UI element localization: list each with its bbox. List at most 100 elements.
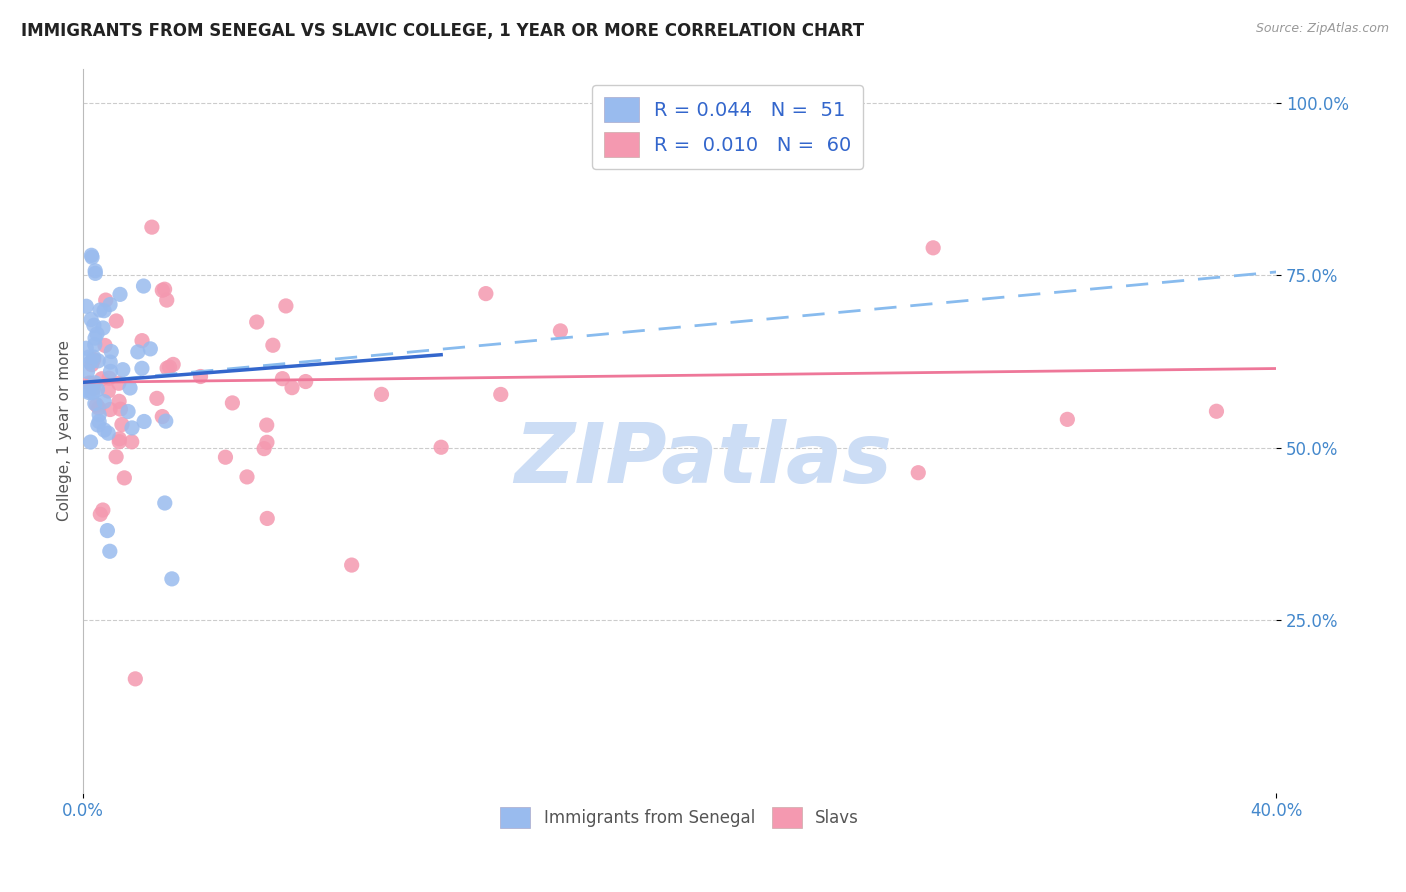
Point: [111, 417, 134, 432]
Point: [131, 361, 153, 376]
Point: [190, 369, 212, 384]
Point: [155, 414, 177, 428]
Point: [489, 387, 512, 401]
Point: [131, 334, 153, 348]
Point: [93, 303, 115, 318]
Point: [80, 358, 103, 372]
Point: [256, 418, 278, 433]
Point: [89, 303, 111, 318]
Point: [75, 299, 97, 313]
Point: [1205, 404, 1227, 418]
Point: [98, 402, 121, 417]
Point: [90, 372, 112, 386]
Point: [221, 396, 243, 410]
Point: [83, 396, 105, 410]
Point: [111, 362, 134, 376]
Point: [256, 435, 278, 450]
Point: [159, 360, 181, 375]
Point: [294, 375, 316, 389]
Point: [141, 220, 163, 235]
Point: [98, 297, 121, 311]
Point: [1056, 412, 1078, 426]
Point: [127, 345, 149, 359]
Point: [93, 394, 115, 409]
Point: [124, 672, 146, 686]
Point: [132, 415, 155, 429]
Point: [105, 450, 128, 464]
Point: [83, 337, 105, 351]
Point: [79, 356, 101, 370]
Point: [121, 434, 143, 449]
Point: [80, 312, 103, 326]
Point: [83, 382, 105, 396]
Point: [89, 508, 111, 522]
Point: [108, 434, 131, 449]
Point: [160, 572, 183, 586]
Point: [262, 338, 284, 352]
Point: [236, 470, 259, 484]
Point: [83, 350, 105, 364]
Point: [83, 318, 105, 333]
Point: [139, 342, 162, 356]
Point: [98, 544, 121, 558]
Point: [253, 442, 276, 456]
Point: [80, 376, 103, 391]
Point: [110, 402, 132, 417]
Point: [76, 365, 98, 379]
Point: [77, 376, 100, 390]
Point: [271, 372, 294, 386]
Point: [84, 266, 107, 280]
Point: [121, 421, 143, 435]
Point: [214, 450, 236, 465]
Point: [150, 283, 173, 297]
Point: [100, 344, 122, 359]
Legend: Immigrants from Senegal, Slavs: Immigrants from Senegal, Slavs: [494, 800, 866, 835]
Point: [281, 381, 304, 395]
Point: [86, 326, 108, 341]
Y-axis label: College, 1 year or more: College, 1 year or more: [58, 340, 72, 521]
Point: [94, 338, 117, 352]
Point: [91, 503, 114, 517]
Point: [84, 331, 107, 345]
Point: [91, 321, 114, 335]
Point: [112, 471, 135, 485]
Point: [922, 241, 945, 255]
Point: [98, 355, 121, 369]
Point: [75, 341, 97, 355]
Point: [93, 423, 115, 437]
Point: [84, 264, 107, 278]
Point: [98, 371, 121, 385]
Point: [76, 384, 98, 398]
Text: Source: ZipAtlas.com: Source: ZipAtlas.com: [1256, 22, 1389, 36]
Point: [97, 384, 120, 398]
Point: [150, 409, 173, 424]
Point: [82, 385, 104, 400]
Point: [475, 286, 498, 301]
Point: [108, 287, 131, 301]
Point: [77, 385, 100, 400]
Point: [156, 361, 179, 376]
Point: [246, 315, 269, 329]
Point: [370, 387, 392, 401]
Point: [100, 364, 122, 378]
Point: [340, 558, 363, 572]
Point: [107, 376, 129, 391]
Point: [80, 250, 103, 264]
Point: [156, 293, 179, 307]
Point: [907, 466, 929, 480]
Point: [96, 524, 118, 538]
Text: ZIPatlas: ZIPatlas: [515, 419, 893, 500]
Point: [83, 352, 105, 367]
Point: [118, 381, 141, 395]
Point: [153, 282, 176, 296]
Point: [132, 279, 155, 293]
Point: [108, 432, 131, 446]
Point: [89, 408, 111, 422]
Point: [83, 376, 105, 390]
Point: [87, 417, 110, 432]
Point: [77, 350, 100, 364]
Point: [87, 354, 110, 368]
Point: [79, 435, 101, 450]
Text: IMMIGRANTS FROM SENEGAL VS SLAVIC COLLEGE, 1 YEAR OR MORE CORRELATION CHART: IMMIGRANTS FROM SENEGAL VS SLAVIC COLLEG…: [21, 22, 865, 40]
Point: [87, 415, 110, 429]
